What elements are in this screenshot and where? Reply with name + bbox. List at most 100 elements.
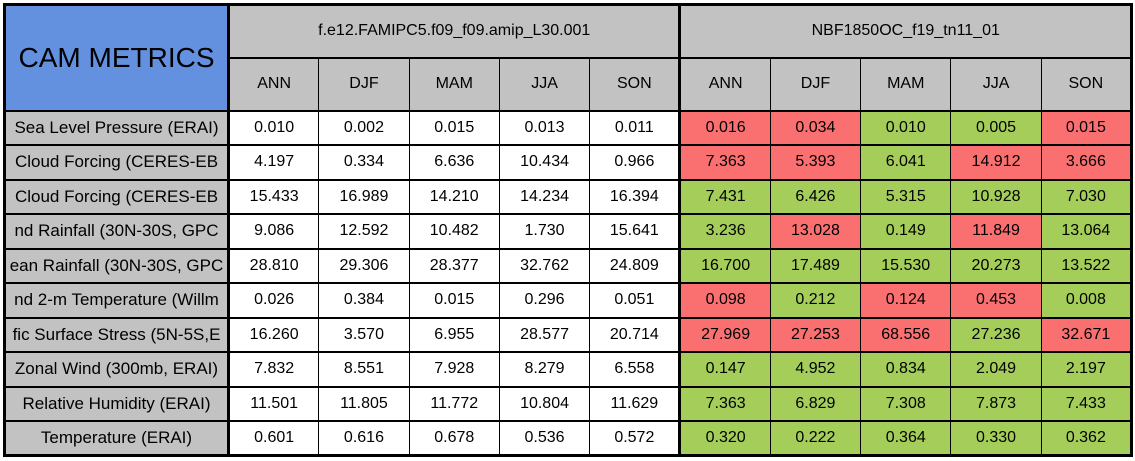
value-cell: 0.147	[678, 351, 771, 388]
value-cell: 0.453	[950, 282, 1042, 319]
season-header: MAM	[408, 56, 500, 112]
value-cell: 11.772	[408, 385, 500, 422]
value-cell: 7.363	[678, 385, 771, 422]
value-cell: 0.572	[589, 420, 681, 457]
value-cell: 28.810	[226, 247, 320, 284]
value-cell: 11.629	[589, 385, 681, 422]
value-cell: 8.279	[498, 351, 591, 388]
value-cell: 13.522	[1040, 247, 1133, 284]
metric-label: nd Rainfall (30N-30S, GPC	[4, 213, 229, 250]
value-cell: 68.556	[860, 316, 952, 353]
value-cell: 0.616	[318, 420, 410, 457]
value-cell: 28.577	[498, 316, 591, 353]
model-header-row: CAM METRICS f.e12.FAMIPC5.f09_f09.amip_L…	[4, 3, 1132, 112]
value-cell: 10.804	[498, 385, 591, 422]
value-cell: 0.296	[498, 282, 591, 319]
value-cell: 32.762	[498, 247, 591, 284]
value-cell: 7.433	[1040, 385, 1133, 422]
table-row: Sea Level Pressure (ERAI) 0.010 0.002 0.…	[4, 109, 1133, 146]
table-row: Cloud Forcing (CERES-EB 15.433 16.989 14…	[4, 178, 1133, 215]
value-cell: 7.030	[1040, 178, 1133, 215]
value-cell: 15.433	[226, 178, 320, 215]
value-cell: 29.306	[318, 247, 410, 284]
metric-label: Cloud Forcing (CERES-EB	[4, 178, 229, 215]
value-cell: 0.320	[678, 420, 771, 457]
value-cell: 27.236	[950, 316, 1042, 353]
value-cell: 32.671	[1040, 316, 1133, 353]
value-cell: 16.394	[589, 178, 681, 215]
value-cell: 0.966	[589, 144, 681, 181]
value-cell: 10.434	[498, 144, 591, 181]
value-cell: 6.041	[860, 144, 952, 181]
cam-metrics-table: CAM METRICS f.e12.FAMIPC5.f09_f09.amip_L…	[3, 3, 1133, 457]
value-cell: 0.008	[1040, 282, 1133, 319]
value-cell: 10.928	[950, 178, 1042, 215]
model2-header: NBF1850OC_f19_tn11_01	[678, 3, 1132, 59]
season-header-row: ANN DJF MAM JJA SON ANN DJF MAM JJA SON	[5, 56, 1133, 112]
metric-label: Cloud Forcing (CERES-EB	[4, 144, 229, 181]
value-cell: 0.536	[498, 420, 591, 457]
value-cell: 15.641	[589, 213, 681, 250]
value-cell: 0.016	[678, 109, 771, 146]
value-cell: 4.197	[226, 144, 320, 181]
value-cell: 7.873	[950, 385, 1042, 422]
value-cell: 2.197	[1040, 351, 1133, 388]
value-cell: 0.098	[678, 282, 771, 319]
value-cell: 11.501	[226, 385, 320, 422]
season-header: ANN	[678, 56, 771, 112]
value-cell: 0.834	[860, 351, 952, 388]
value-cell: 5.315	[860, 178, 952, 215]
value-cell: 3.236	[678, 213, 771, 250]
value-cell: 10.482	[408, 213, 500, 250]
value-cell: 16.260	[226, 316, 320, 353]
table-row: ean Rainfall (30N-30S, GPC 28.810 29.306…	[4, 247, 1133, 284]
season-header: DJF	[769, 56, 862, 112]
value-cell: 3.666	[1040, 144, 1133, 181]
value-cell: 4.952	[769, 351, 862, 388]
table-row: fic Surface Stress (5N-5S,E 16.260 3.570…	[4, 316, 1133, 353]
value-cell: 0.015	[1040, 109, 1133, 146]
table-row: Cloud Forcing (CERES-EB 4.197 0.334 6.63…	[4, 144, 1133, 181]
value-cell: 12.592	[318, 213, 410, 250]
metric-label: ean Rainfall (30N-30S, GPC	[4, 247, 229, 284]
metric-label: Temperature (ERAI)	[4, 420, 229, 457]
metric-label: fic Surface Stress (5N-5S,E	[4, 316, 229, 353]
value-cell: 13.028	[769, 213, 862, 250]
season-header: SON	[589, 56, 681, 112]
value-cell: 8.551	[318, 351, 410, 388]
value-cell: 14.210	[408, 178, 500, 215]
value-cell: 6.558	[589, 351, 681, 388]
table-title: CAM METRICS	[4, 3, 229, 112]
value-cell: 11.805	[318, 385, 410, 422]
value-cell: 11.849	[950, 213, 1042, 250]
value-cell: 14.234	[498, 178, 591, 215]
value-cell: 13.064	[1040, 213, 1133, 250]
value-cell: 0.034	[769, 109, 862, 146]
value-cell: 0.005	[950, 109, 1042, 146]
value-cell: 0.330	[950, 420, 1042, 457]
value-cell: 6.636	[408, 144, 500, 181]
value-cell: 7.431	[678, 178, 771, 215]
value-cell: 27.969	[678, 316, 771, 353]
season-header: SON	[1040, 56, 1133, 112]
value-cell: 6.426	[769, 178, 862, 215]
value-cell: 0.011	[589, 109, 681, 146]
value-cell: 7.308	[860, 385, 952, 422]
value-cell: 0.026	[226, 282, 320, 319]
value-cell: 16.700	[678, 247, 771, 284]
value-cell: 14.912	[950, 144, 1042, 181]
value-cell: 0.212	[769, 282, 862, 319]
table-row: Temperature (ERAI) 0.601 0.616 0.678 0.5…	[4, 420, 1133, 457]
value-cell: 17.489	[769, 247, 862, 284]
value-cell: 3.570	[318, 316, 410, 353]
metric-label: Zonal Wind (300mb, ERAI)	[4, 351, 229, 388]
value-cell: 20.714	[589, 316, 681, 353]
table-row: Zonal Wind (300mb, ERAI) 7.832 8.551 7.9…	[4, 351, 1133, 388]
table-row: nd Rainfall (30N-30S, GPC 9.086 12.592 1…	[4, 213, 1133, 250]
season-header: DJF	[318, 56, 410, 112]
value-cell: 0.002	[318, 109, 410, 146]
value-cell: 28.377	[408, 247, 500, 284]
season-header: JJA	[498, 56, 591, 112]
table-row: Relative Humidity (ERAI) 11.501 11.805 1…	[4, 385, 1133, 422]
